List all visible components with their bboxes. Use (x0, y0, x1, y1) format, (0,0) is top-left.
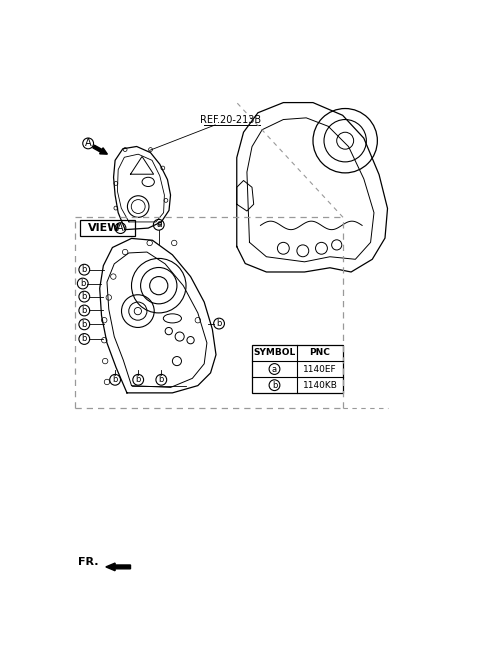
Text: b: b (82, 265, 87, 274)
Text: SYMBOL: SYMBOL (253, 348, 296, 358)
Text: a: a (272, 365, 277, 373)
Text: b: b (158, 375, 164, 384)
Text: VIEW: VIEW (88, 223, 120, 233)
Text: b: b (272, 380, 277, 390)
Text: 1140KB: 1140KB (302, 380, 337, 390)
Text: b: b (82, 335, 87, 344)
Text: REF.20-213B: REF.20-213B (200, 115, 261, 125)
FancyArrow shape (106, 563, 131, 571)
Text: a: a (156, 220, 161, 230)
Text: b: b (80, 279, 85, 288)
Bar (252, 345, 343, 393)
Text: b: b (82, 306, 87, 315)
Text: FR.: FR. (78, 558, 99, 567)
Text: A: A (85, 138, 92, 148)
Text: b: b (112, 375, 118, 384)
FancyArrow shape (93, 145, 108, 154)
Text: 1140EF: 1140EF (303, 365, 337, 373)
Text: b: b (216, 319, 222, 328)
Text: b: b (82, 320, 87, 329)
Text: A: A (117, 223, 124, 233)
Text: PNC: PNC (310, 348, 330, 358)
Bar (80, 220, 135, 236)
Text: b: b (82, 292, 87, 301)
Text: b: b (135, 375, 141, 384)
